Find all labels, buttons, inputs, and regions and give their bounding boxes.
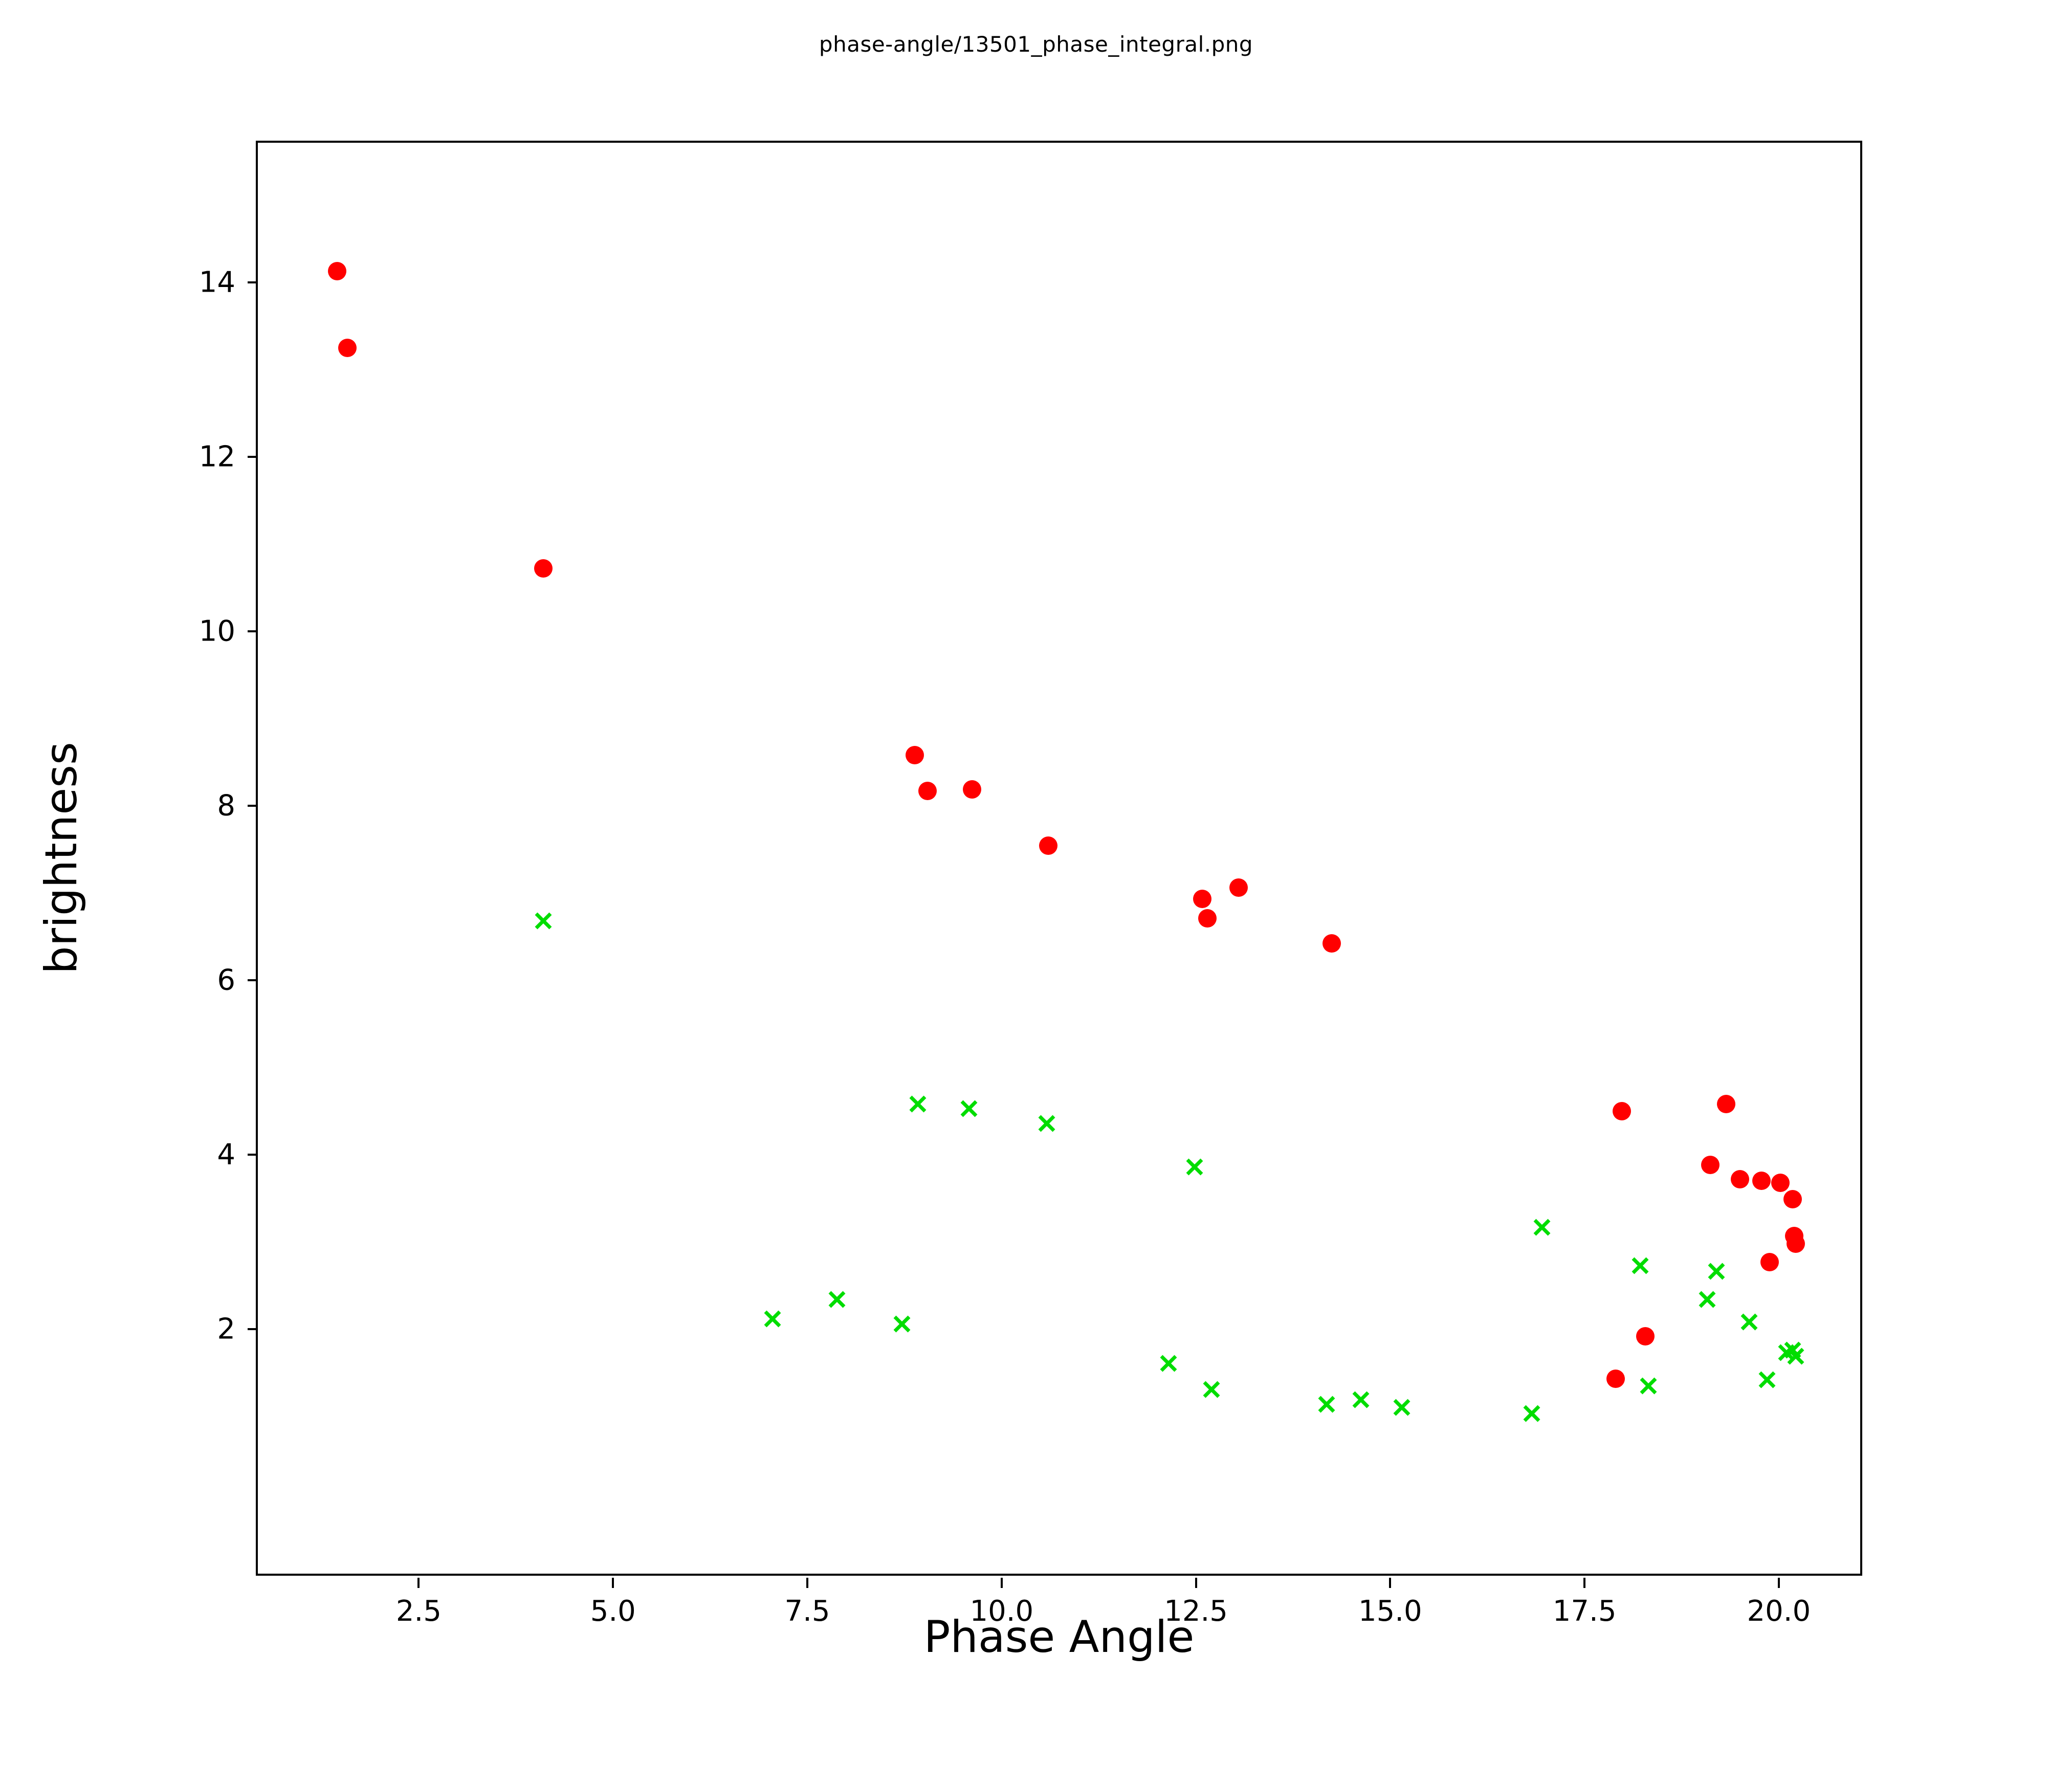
data-point-circle [534,559,553,578]
data-point-circle [1787,1234,1805,1253]
data-point-cross [1707,1262,1726,1281]
data-point-cross [1522,1404,1541,1423]
data-point-circle [1322,934,1341,953]
data-point-circle [1771,1173,1790,1192]
x-axis-tick [612,1578,614,1588]
y-axis-tick-label: 12 [199,440,235,474]
y-axis-tick-label: 2 [217,1312,235,1346]
x-axis-label: Phase Angle [923,1612,1195,1663]
data-point-cross [1392,1398,1412,1417]
x-axis-tick [1583,1578,1586,1588]
data-point-circle [338,338,357,357]
data-point-circle [1613,1101,1632,1120]
data-point-cross [1786,1347,1805,1366]
x-axis-tick-label: 2.5 [395,1595,442,1628]
y-axis-tick [248,1153,258,1156]
x-axis-tick [806,1578,808,1588]
data-point-circle [963,780,982,799]
x-axis-tick-label: 15.0 [1358,1595,1422,1628]
data-point-cross [1639,1376,1658,1396]
y-axis-label: brightness [36,742,87,974]
data-point-circle [918,781,937,800]
data-point-cross [827,1290,847,1309]
x-axis-tick [1389,1578,1392,1588]
x-axis-tick-label: 17.5 [1552,1595,1617,1628]
plot-area: 2.5 5.0 7.5 10.0 12.5 15.0 17.5 20.0 2 4 6 8 10 12 14 [199,141,1862,1628]
x-axis-tick-label: 5.0 [590,1595,636,1628]
data-point-cross [1777,1343,1796,1362]
data-point-circle [1716,1095,1735,1114]
x-axis-tick-label: 20.0 [1747,1595,1811,1628]
y-axis-tick [248,804,258,807]
data-point-cross [892,1314,912,1334]
y-axis-tick [248,979,258,981]
data-point-cross [959,1099,979,1118]
x-axis-tick [1195,1578,1197,1588]
data-point-circle [1701,1156,1720,1175]
figure-title: phase-angle/13501_phase_integral.png [819,32,1253,57]
x-axis-tick-label: 12.5 [1164,1595,1228,1628]
x-axis-tick [1000,1578,1003,1588]
data-point-cross [534,911,553,931]
data-point-cross [1630,1256,1650,1275]
data-point-circle [1229,878,1248,897]
data-point-cross [1159,1354,1178,1373]
data-point-cross [1037,1114,1056,1133]
data-point-cross [1698,1290,1717,1309]
data-point-circle [1636,1327,1655,1345]
data-point-cross [1532,1218,1552,1237]
data-point-circle [1752,1172,1771,1190]
y-axis-tick-label: 6 [217,963,235,997]
y-axis-tick-label: 4 [217,1138,235,1172]
data-point-cross [763,1309,782,1329]
data-point-circle [327,261,346,280]
x-axis-tick-label: 7.5 [784,1595,830,1628]
data-point-circle [1039,836,1057,855]
data-point-cross [1185,1157,1204,1177]
data-point-cross [1317,1395,1336,1414]
data-point-circle [1193,890,1211,909]
y-axis-tick-label: 8 [217,789,235,823]
data-point-cross [908,1094,928,1114]
data-point-circle [1606,1370,1625,1388]
data-point-cross [1351,1390,1371,1409]
y-axis-tick-label: 10 [199,614,235,648]
x-axis-tick [417,1578,420,1588]
data-layer [258,143,1860,1574]
data-point-cross [1739,1312,1759,1332]
x-axis-tick-label: 10.0 [969,1595,1034,1628]
data-point-circle [905,746,924,765]
y-axis-tick [248,630,258,632]
y-axis-tick [248,1328,258,1331]
data-point-circle [1198,909,1217,928]
data-point-circle [1760,1252,1779,1271]
data-point-circle [1783,1189,1802,1208]
y-axis-tick-label: 14 [199,266,235,299]
data-point-circle [1730,1170,1749,1188]
y-axis-tick [248,455,258,458]
x-axis-tick [1777,1578,1780,1588]
y-axis-tick [248,281,258,283]
data-point-cross [1757,1370,1777,1389]
data-point-cross [1202,1380,1221,1399]
